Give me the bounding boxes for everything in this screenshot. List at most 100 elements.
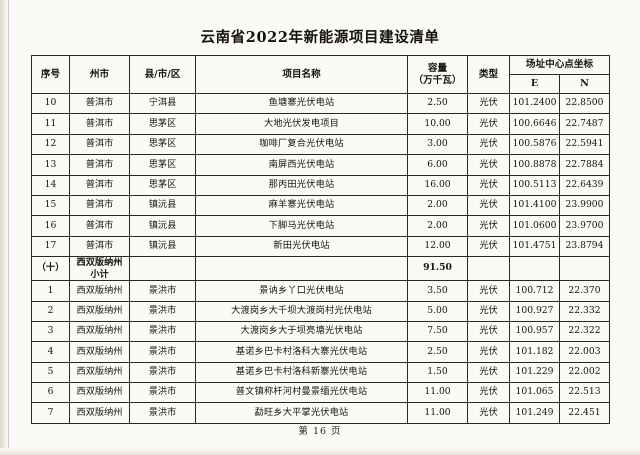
cell-project-name: 大渡岗乡大于坝亮塘光伏电站 — [195, 320, 408, 343]
table-row: 11 普洱市 思茅区 大地光伏发电项目 10.00 光伏 100.6646 22.7487 — [31, 113, 610, 135]
table-subtotal-row: （十） 西双版纳州 小计 91.50 — [31, 256, 610, 282]
cell-longitude: 100.927 — [509, 300, 560, 322]
cell-latitude: 22.332 — [559, 300, 610, 322]
cell-type: 光伏 — [467, 341, 510, 363]
column-header-longitude: E — [509, 74, 560, 94]
project-table-container: 序号 州市 县/市/区 项目名称 容量 （万千瓦） 类型 场址中心点坐标 E N… — [31, 55, 610, 424]
cell-capacity: 1.50 — [407, 361, 468, 384]
cell-county: 镇沅县 — [129, 215, 196, 237]
cell-prefecture: 西双版纳州 小计 — [69, 256, 130, 282]
cell-latitude: 22.7487 — [559, 113, 610, 135]
cell-seq: 13 — [31, 154, 70, 176]
table-row: 5 西双版纳州 景洪市 基诺乡巴卡村洛科新寨光伏电站 1.50 光伏 101.229 22.0… — [31, 361, 610, 384]
cell-project-name: 那丙田光伏电站 — [195, 174, 408, 196]
cell-project-name: 麻羊寨光伏电站 — [195, 194, 408, 217]
table-row: 12 普洱市 思茅区 咖啡厂复合光伏电站 3.00 光伏 100.5876 22.5941 — [31, 133, 610, 156]
cell-county: 镇沅县 — [129, 194, 196, 217]
cell-project-name: 新田光伏电站 — [195, 235, 408, 258]
cell-longitude: 100.712 — [509, 280, 560, 302]
table-row: 2 西双版纳州 景洪市 大渡岗乡大千坝大渡岗村光伏电站 5.00 光伏 100.927 22.… — [31, 300, 610, 322]
cell-latitude: 23.9700 — [559, 215, 610, 237]
table-row: 10 普洱市 宁洱县 鱼塘寨光伏电站 2.50 光伏 101.2400 22.8500 — [31, 92, 610, 115]
table-row: 14 普洱市 思茅区 那丙田光伏电站 16.00 光伏 100.5113 22.6439 — [31, 174, 610, 196]
cell-prefecture: 西双版纳州 — [69, 382, 130, 404]
cell-county: 景洪市 — [129, 402, 196, 424]
page-gutter-shadow — [0, 0, 9, 455]
cell-type: 光伏 — [467, 300, 510, 322]
cell-longitude: 101.4100 — [509, 194, 560, 217]
cell-type: 光伏 — [467, 361, 510, 384]
cell-prefecture: 西双版纳州 — [69, 300, 130, 322]
table-row: 17 普洱市 镇沅县 新田光伏电站 12.00 光伏 101.4751 23.8794 — [31, 235, 610, 258]
cell-prefecture: 普洱市 — [69, 215, 130, 237]
cell-latitude: 22.322 — [559, 320, 610, 343]
cell-project-name: 南屏西光伏电站 — [195, 154, 408, 176]
cell-project-name: 大渡岗乡大千坝大渡岗村光伏电站 — [195, 300, 408, 322]
column-header-type: 类型 — [467, 55, 510, 94]
cell-seq: 14 — [31, 174, 70, 196]
cell-type: 光伏 — [467, 215, 510, 237]
cell-county: 思茅区 — [129, 154, 196, 176]
cell-longitude: 101.182 — [509, 341, 560, 363]
cell-longitude: 100.6646 — [509, 113, 560, 135]
cell-seq: 12 — [31, 133, 70, 156]
cell-prefecture: 西双版纳州 — [69, 402, 130, 424]
table-header-row-2: E N — [32, 74, 610, 94]
cell-prefecture: 普洱市 — [69, 174, 130, 196]
cell-project-name: 大地光伏发电项目 — [195, 113, 408, 135]
cell-latitude: 23.8794 — [559, 235, 610, 258]
cell-capacity: 91.50 — [407, 256, 468, 282]
cell-county: 镇沅县 — [129, 235, 196, 258]
cell-type: 光伏 — [467, 402, 510, 424]
cell-project-name: 鱼塘寨光伏电站 — [195, 92, 408, 115]
cell-latitude: 22.6439 — [559, 174, 610, 196]
capacity-header-line-2: （万千瓦） — [413, 74, 462, 86]
cell-prefecture: 普洱市 — [69, 194, 130, 217]
cell-capacity: 7.50 — [407, 320, 468, 343]
cell-latitude: 22.8500 — [559, 92, 610, 115]
table-row: 7 西双版纳州 景洪市 勐旺乡大平掌光伏电站 11.00 光伏 101.249 22.451 — [31, 402, 610, 424]
cell-type: 光伏 — [467, 174, 510, 196]
cell-county: 宁洱县 — [129, 92, 196, 115]
cell-prefecture: 普洱市 — [69, 92, 130, 115]
cell-type: 光伏 — [467, 320, 510, 343]
cell-prefecture: 西双版纳州 — [69, 361, 130, 384]
cell-seq: 4 — [31, 341, 70, 363]
cell-project-name: 基诺乡巴卡村洛科新寨光伏电站 — [195, 361, 408, 384]
cell-longitude: 100.957 — [509, 320, 560, 343]
cell-capacity: 2.00 — [407, 215, 468, 237]
cell-longitude — [509, 256, 560, 282]
cell-latitude: 22.5941 — [559, 133, 610, 156]
cell-capacity: 12.00 — [407, 235, 468, 258]
cell-capacity: 16.00 — [407, 174, 468, 196]
table-row: 13 普洱市 思茅区 南屏西光伏电站 6.00 光伏 100.8878 22.7884 — [31, 154, 610, 176]
cell-project-name: 普文镇称杆河村曼景缅光伏电站 — [195, 382, 408, 404]
cell-type: 光伏 — [467, 194, 510, 217]
cell-latitude: 22.002 — [559, 361, 610, 384]
cell-capacity: 2.50 — [407, 341, 468, 363]
cell-seq: 3 — [31, 320, 70, 343]
cell-project-name: 勐旺乡大平掌光伏电站 — [195, 402, 408, 424]
cell-latitude: 22.7884 — [559, 154, 610, 176]
table-row: 6 西双版纳州 景洪市 普文镇称杆河村曼景缅光伏电站 11.00 光伏 101.065 22.… — [31, 382, 610, 404]
cell-type: 光伏 — [467, 133, 510, 156]
cell-county: 景洪市 — [129, 300, 196, 322]
cell-prefecture: 普洱市 — [69, 113, 130, 135]
cell-type: 光伏 — [467, 92, 510, 115]
cell-prefecture: 普洱市 — [69, 133, 130, 156]
table-row: 16 普洱市 镇沅县 下脚马光伏电站 2.00 光伏 101.0600 23.9700 — [31, 215, 610, 237]
cell-longitude: 101.4751 — [509, 235, 560, 258]
cell-seq: 15 — [31, 194, 70, 217]
cell-capacity: 6.00 — [407, 154, 468, 176]
table-body: 10 普洱市 宁洱县 鱼塘寨光伏电站 2.50 光伏 101.2400 22.8500 11 普洱… — [31, 92, 610, 424]
cell-prefecture: 西双版纳州 — [69, 280, 130, 302]
cell-type: 光伏 — [467, 154, 510, 176]
cell-prefecture: 普洱市 — [69, 154, 130, 176]
cell-seq: 17 — [31, 235, 70, 258]
cell-type: 光伏 — [467, 113, 510, 135]
cell-longitude: 101.2400 — [509, 92, 560, 115]
cell-type — [467, 256, 510, 282]
cell-capacity: 11.00 — [407, 382, 468, 404]
cell-type: 光伏 — [467, 382, 510, 404]
